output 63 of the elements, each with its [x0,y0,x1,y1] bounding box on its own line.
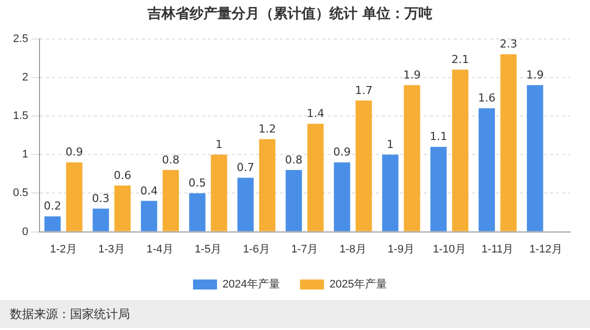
x-tick-label: 1-8月 [339,243,366,256]
data-label: 2.3 [500,38,518,51]
y-tick-label: 2.5 [12,32,28,45]
data-label: 1 [216,138,223,151]
data-label: 1.1 [430,130,448,144]
x-tick-label: 1-10月 [432,243,466,256]
bar [307,124,324,232]
x-tick-label: 1-3月 [98,243,126,256]
bar [526,85,544,232]
bar [430,146,447,232]
data-label: 1.2 [258,122,276,136]
data-label: 1.4 [306,107,324,120]
x-tick-label: 1-5月 [194,243,222,256]
bar [334,162,350,232]
data-label: 0.9 [66,146,84,159]
data-label: 1.7 [354,84,372,97]
bar [452,70,468,232]
legend-label: 2024年产量 [222,278,280,291]
bar [382,154,398,232]
x-tick-label: 1-2月 [50,243,77,256]
x-tick-label: 1-12月 [529,243,562,256]
data-label: 0.9 [333,146,351,159]
bar [356,100,372,232]
bar [66,162,82,232]
bar [237,178,254,232]
y-tick-label: 2 [22,71,28,84]
bar [92,208,109,232]
x-tick-label: 1-11月 [482,243,514,256]
bar [114,185,131,232]
bar [189,193,206,232]
bar [478,108,495,232]
bar [210,154,228,232]
data-label: 2.1 [451,53,469,66]
x-tick-label: 1-7月 [291,243,318,256]
x-tick-label: 1-4月 [146,243,174,256]
data-label: 0.7 [236,161,254,174]
bar [162,170,179,232]
data-label: 1.9 [526,68,544,82]
y-tick-label: 1.5 [12,110,28,122]
bar [404,85,420,232]
data-label: 1.9 [403,68,421,82]
data-label: 1 [386,138,394,151]
data-label: 0.8 [285,153,303,166]
x-tick-label: 1-6月 [242,243,270,256]
y-tick-label: 1 [22,148,28,161]
bar [140,200,158,232]
data-label: 0.2 [44,200,62,213]
x-tick-label: 1-9月 [388,243,415,256]
bar [286,170,302,232]
chart-title: 吉林省纱产量分月（累计值）统计 单位：万吨 [146,5,432,22]
y-tick-label: 0.5 [12,187,28,200]
data-label: 0.4 [140,184,158,198]
data-label: 0.8 [162,153,180,166]
data-label: 0.3 [92,192,110,205]
legend-label: 2025年产量 [330,278,387,291]
bar [259,139,276,232]
y-tick-label: 0 [22,226,28,238]
source-note: 数据来源：国家统计局 [10,306,130,322]
data-label: 0.6 [114,168,132,182]
data-label: 0.5 [188,176,206,190]
bar [500,54,517,232]
bar [44,216,61,232]
data-label: 1.6 [478,92,496,105]
